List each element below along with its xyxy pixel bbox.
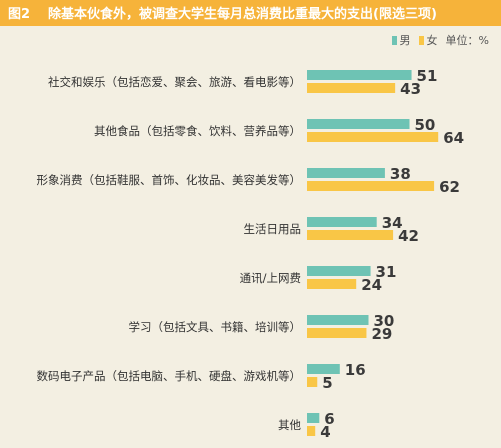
bar-female bbox=[307, 279, 357, 289]
value-label-male: 6 bbox=[324, 410, 334, 428]
value-label-male: 30 bbox=[374, 312, 395, 330]
value-label-male: 34 bbox=[382, 214, 403, 232]
category-label: 生活日用品 bbox=[243, 222, 302, 236]
value-label-male: 31 bbox=[376, 263, 397, 281]
value-label-female: 4 bbox=[320, 423, 330, 441]
bar-male bbox=[307, 266, 371, 276]
value-label-female: 64 bbox=[443, 129, 464, 147]
bar-female bbox=[307, 377, 318, 387]
category-label: 形象消费（包括鞋服、首饰、化妆品、美容美发等） bbox=[36, 173, 302, 187]
bar-female bbox=[307, 230, 394, 240]
category-label: 社交和娱乐（包括恋爱、聚会、旅游、看电影等） bbox=[48, 75, 301, 89]
legend-male-swatch bbox=[391, 36, 397, 45]
value-label-male: 51 bbox=[417, 67, 438, 85]
bar-female bbox=[307, 426, 316, 436]
legend-female-label: 女 bbox=[426, 34, 438, 47]
bar-male bbox=[307, 315, 369, 325]
bar-male bbox=[307, 217, 377, 227]
legend-male-label: 男 bbox=[399, 34, 411, 47]
chart-title: 除基本伙食外，被调查大学生每月总消费比重最大的支出(限选三项) bbox=[48, 7, 437, 22]
category-label: 通讯/上网费 bbox=[239, 271, 301, 285]
legend: 男 女单位：% bbox=[391, 32, 489, 48]
bar-male bbox=[307, 119, 410, 129]
legend-female-swatch bbox=[418, 36, 424, 45]
bar-female bbox=[307, 328, 367, 338]
value-label-female: 29 bbox=[371, 325, 392, 343]
value-label-male: 16 bbox=[345, 361, 366, 379]
figure-number: 图2 bbox=[8, 7, 31, 22]
legend-unit: 单位：% bbox=[445, 34, 489, 47]
value-label-female: 43 bbox=[400, 80, 421, 98]
bar-female bbox=[307, 181, 435, 191]
category-label: 数码电子产品（包括电脑、手机、硬盘、游戏机等） bbox=[36, 369, 302, 383]
bar-male bbox=[307, 168, 385, 178]
value-label-female: 42 bbox=[398, 227, 419, 245]
chart-header: 图2 除基本伙食外，被调查大学生每月总消费比重最大的支出(限选三项) bbox=[0, 0, 501, 26]
bar-female bbox=[307, 83, 396, 93]
value-label-female: 62 bbox=[439, 178, 460, 196]
value-label-male: 38 bbox=[390, 165, 411, 183]
value-label-female: 5 bbox=[322, 374, 332, 392]
bar-female bbox=[307, 132, 439, 142]
category-label: 学习（包括文具、书籍、培训等） bbox=[128, 320, 302, 334]
value-label-male: 50 bbox=[415, 116, 436, 134]
category-label: 其他食品（包括零食、饮料、营养品等） bbox=[94, 124, 301, 138]
value-label-female: 24 bbox=[361, 276, 382, 294]
bar-male bbox=[307, 70, 412, 80]
bar-male bbox=[307, 413, 320, 423]
category-label: 其他 bbox=[278, 418, 301, 432]
bar-male bbox=[307, 364, 340, 374]
